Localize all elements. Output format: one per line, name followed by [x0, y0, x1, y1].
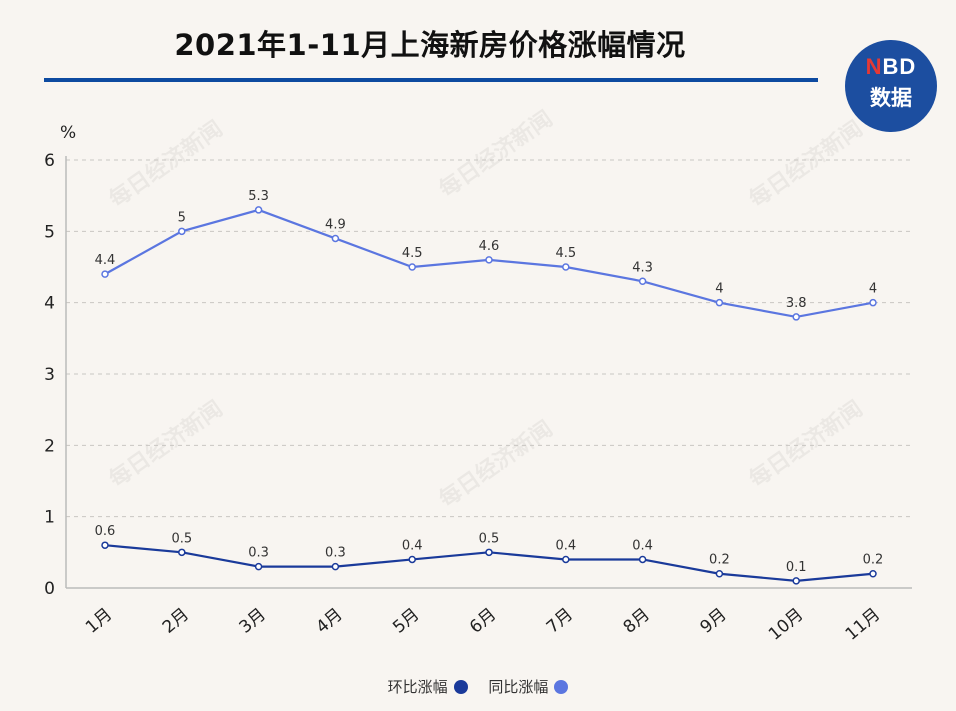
watermark-text: 每日经济新闻	[434, 106, 557, 203]
data-point	[715, 569, 724, 578]
data-point	[638, 277, 647, 286]
x-tick-label: 10月	[765, 605, 807, 645]
x-tick-label: 1月	[82, 605, 116, 638]
data-point	[254, 562, 263, 571]
x-tick-label: 11月	[842, 605, 884, 645]
data-point	[101, 270, 109, 278]
x-tick-label: 6月	[466, 605, 500, 638]
y-tick-label: 3	[44, 365, 55, 385]
watermark-text: 每日经济新闻	[104, 396, 227, 493]
data-point	[562, 555, 570, 564]
x-tick-label: 7月	[543, 605, 577, 638]
x-tick-label: 5月	[389, 605, 423, 638]
y-axis-unit: %	[60, 123, 76, 143]
data-label: 0.5	[479, 531, 500, 546]
data-point	[715, 298, 724, 307]
data-point	[792, 577, 800, 585]
data-label: 0.1	[786, 560, 807, 575]
y-tick-label: 1	[44, 508, 55, 528]
watermark-text: 每日经济新闻	[744, 116, 867, 213]
gridlines	[66, 159, 912, 518]
chart-title: 2021年1-11月上海新房价格涨幅情况	[174, 28, 686, 62]
y-tick-label: 5	[44, 222, 55, 242]
data-label: 5	[178, 210, 186, 225]
data-point	[869, 569, 877, 578]
data-label: 0.3	[325, 546, 346, 561]
data-label: 4	[715, 282, 723, 297]
data-label: 0.4	[402, 538, 423, 553]
data-label: 0.2	[863, 553, 884, 568]
data-label: 5.3	[248, 189, 269, 204]
y-tick-label: 4	[44, 294, 55, 314]
legend-label-mom: 环比涨幅	[387, 678, 448, 696]
x-tick-label: 8月	[620, 605, 654, 638]
data-label: 0.6	[95, 524, 116, 539]
data-point	[331, 234, 340, 243]
data-label: 4.3	[632, 260, 653, 275]
data-point	[178, 227, 186, 236]
watermark-text: 每日经济新闻	[434, 416, 557, 513]
data-point	[408, 555, 416, 564]
data-point	[562, 263, 570, 271]
x-tick-label: 2月	[159, 605, 193, 638]
data-point	[869, 298, 877, 307]
axes: 0 1 2 3 4 5 6% 1月 2月 3月 4月 5月 6月 7月 8月 9月 10月 11月	[44, 123, 912, 645]
data-point	[101, 541, 109, 549]
data-point	[178, 548, 186, 557]
legend-item-mom[interactable]: 环比涨幅	[388, 676, 468, 697]
legend: 环比涨幅 同比涨幅	[0, 676, 956, 697]
data-point	[485, 548, 493, 557]
data-label: 4.4	[95, 253, 116, 268]
legend-label-yoy: 同比涨幅	[488, 678, 549, 696]
watermark-text: 每日经济新闻	[744, 396, 867, 493]
data-label: 4.5	[555, 246, 576, 261]
data-label: 3.8	[786, 296, 807, 311]
nbd-logo: NBD 数据	[845, 40, 937, 132]
data-label: 0.4	[632, 538, 653, 553]
x-tick-label: 3月	[236, 605, 270, 638]
logo-data-text: 数据	[870, 86, 912, 110]
data-label: 4.5	[402, 246, 423, 261]
data-point	[331, 562, 340, 571]
y-tick-label: 6	[44, 151, 55, 171]
logo-nbd-text: NBD	[865, 54, 917, 79]
legend-dot-yoy	[554, 679, 569, 694]
legend-item-yoy[interactable]: 同比涨幅	[488, 676, 569, 697]
data-point	[638, 555, 647, 564]
data-point	[792, 313, 800, 321]
data-label: 0.2	[709, 553, 730, 568]
x-tick-label: 4月	[312, 605, 346, 638]
watermark-text: 每日经济新闻	[104, 116, 227, 213]
data-label: 4.6	[479, 239, 500, 254]
data-label: 4	[869, 282, 877, 297]
data-point	[408, 263, 416, 271]
x-tick-label: 9月	[696, 605, 730, 638]
data-label: 0.5	[171, 531, 192, 546]
legend-dot-mom	[453, 679, 468, 694]
data-point	[254, 206, 263, 214]
data-label: 4.9	[325, 217, 346, 232]
data-point	[485, 256, 493, 264]
title-underline	[44, 78, 818, 82]
data-label: 0.3	[248, 546, 269, 561]
series-layer: 0.6 0.5 0.3 0.3 0.4 0.5 0.4 0.4 0.2 0.1 0.2 4.4 5 5.3…	[95, 189, 884, 585]
data-label: 0.4	[555, 538, 576, 553]
y-tick-label: 2	[44, 436, 55, 456]
y-tick-label: 0	[44, 579, 55, 599]
